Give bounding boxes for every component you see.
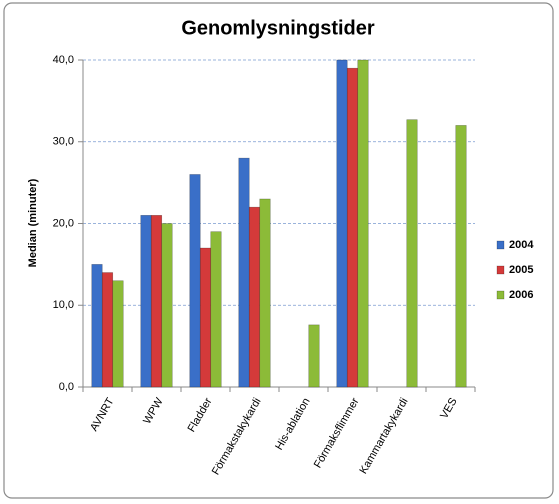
y-tick-label: 0,0 xyxy=(59,381,74,393)
bar xyxy=(112,280,124,388)
bar xyxy=(308,324,320,388)
bar xyxy=(210,231,222,388)
legend-label: 2006 xyxy=(509,289,533,301)
bar xyxy=(161,223,173,388)
y-tick-label: 10,0 xyxy=(53,299,74,311)
bar xyxy=(336,59,348,388)
legend-swatch xyxy=(496,290,505,300)
bar xyxy=(259,198,271,388)
y-tick-label: 30,0 xyxy=(53,136,74,148)
chart-frame xyxy=(3,2,554,499)
bar xyxy=(199,247,212,388)
bar xyxy=(140,215,152,388)
bar xyxy=(101,272,114,388)
legend-swatch xyxy=(496,265,505,275)
bar xyxy=(91,264,103,388)
y-axis-label: Median (minuter) xyxy=(27,178,39,267)
legend-label: 2004 xyxy=(509,239,534,251)
legend-label: 2005 xyxy=(509,264,533,276)
bar xyxy=(455,125,467,388)
chart-title: Genomlysningstider xyxy=(181,17,375,39)
bar xyxy=(406,119,418,388)
y-tick-label: 40,0 xyxy=(53,54,74,66)
bar xyxy=(248,206,261,388)
bar xyxy=(346,67,359,388)
y-tick-label: 20,0 xyxy=(53,217,74,229)
legend-swatch xyxy=(496,240,505,250)
bar xyxy=(238,157,250,388)
bar xyxy=(150,215,163,388)
bar xyxy=(189,174,201,388)
bar xyxy=(357,59,369,388)
